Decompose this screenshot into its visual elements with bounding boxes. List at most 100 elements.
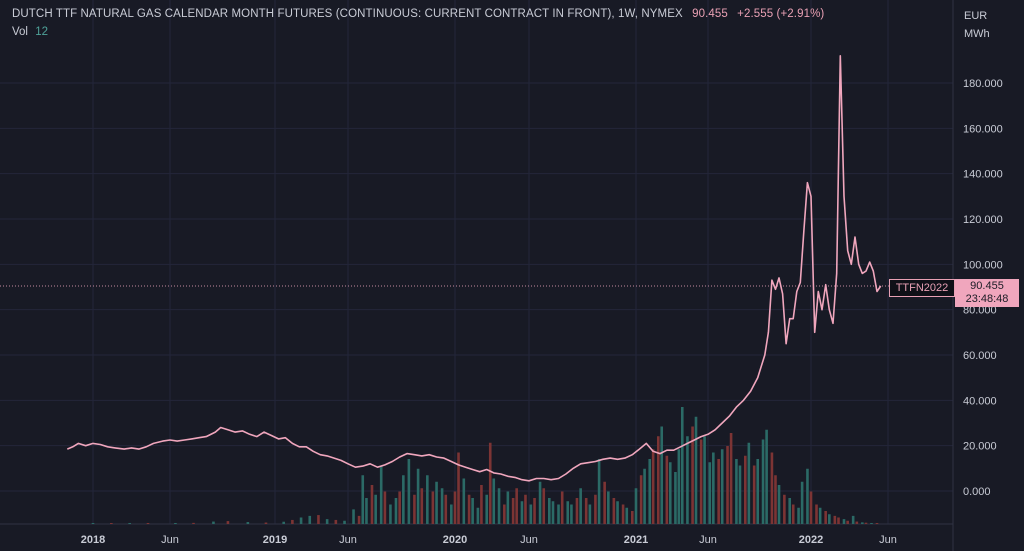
volume-bar: [282, 521, 285, 524]
volume-bar: [774, 475, 777, 524]
volume-bar: [594, 494, 597, 524]
volume-bar: [365, 498, 368, 524]
volume-bar: [317, 515, 320, 524]
volume-bar: [694, 416, 698, 524]
volume-bar: [444, 494, 448, 524]
volume-bar: [668, 462, 672, 524]
volume-bar: [756, 459, 760, 524]
y-tick-label: 180.000: [963, 78, 1003, 90]
volume-bar: [488, 442, 492, 524]
volume-bar: [597, 459, 601, 524]
y-tick-label: 40.000: [963, 395, 997, 407]
volume-bar: [665, 455, 669, 524]
volume-bar: [743, 455, 747, 524]
volume-bar: [379, 465, 383, 524]
volume-bar: [846, 520, 849, 524]
volume-bar: [588, 504, 592, 524]
volume-bar: [506, 491, 510, 524]
volume-bar: [492, 478, 496, 524]
unit-currency: EUR: [964, 10, 988, 22]
y-tick-label: 20.000: [963, 441, 997, 453]
volume-bar: [660, 426, 664, 524]
volume-bar: [726, 446, 729, 524]
volume-bar: [777, 485, 781, 524]
price-badge-countdown: 23:48:48: [965, 293, 1009, 305]
x-tick-label: 2020: [443, 534, 467, 546]
volume-bar: [520, 501, 524, 524]
volume-bar: [703, 436, 706, 524]
volume-bar: [815, 504, 818, 524]
volume-bar: [797, 507, 800, 524]
last-price: 90.455: [692, 8, 728, 20]
volume-bar: [791, 504, 795, 524]
volume-bar: [480, 485, 483, 524]
volume-bar: [299, 517, 303, 524]
volume-bar: [557, 504, 560, 524]
volume-bar: [634, 488, 638, 524]
volume-bar: [735, 459, 738, 524]
volume-bar: [524, 494, 527, 524]
y-tick-label: 0.000: [963, 486, 991, 498]
volume-bar: [806, 468, 809, 524]
volume-legend: Vol 12: [12, 26, 48, 38]
volume-bar: [861, 522, 864, 524]
volume-bar: [128, 523, 131, 524]
unit-energy: MWh: [964, 28, 990, 40]
volume-bar: [370, 485, 374, 524]
y-tick-label: 140.000: [963, 169, 1003, 181]
volume-bar: [352, 509, 355, 524]
x-tick-label: 2021: [624, 534, 648, 546]
volume-bar: [467, 494, 471, 524]
volume-bar: [712, 452, 715, 524]
volume-bar: [747, 442, 751, 524]
volume-bar: [462, 478, 466, 524]
volume-bar: [783, 494, 786, 524]
y-tick-label: 120.000: [963, 214, 1003, 226]
x-tick-label: 2019: [263, 534, 287, 546]
volume-bar: [818, 507, 822, 524]
volume-bar: [547, 498, 551, 524]
price-series-line: [66, 54, 882, 482]
volume-bar: [91, 523, 95, 524]
volume-bar: [824, 511, 827, 524]
volume-bar: [648, 459, 652, 524]
symbol-badge[interactable]: TTFN2022: [889, 279, 955, 297]
volume-bar: [828, 514, 831, 524]
volume-bar: [394, 498, 398, 524]
volume-value: 12: [35, 26, 48, 38]
volume-bar: [361, 475, 365, 524]
volume-bar: [497, 488, 501, 524]
volume-bar: [212, 521, 215, 524]
x-tick-label: Jun: [520, 534, 538, 546]
x-tick-label: Jun: [339, 534, 357, 546]
volume-bar: [416, 468, 420, 524]
volume-bar: [656, 436, 660, 524]
volume-bar: [686, 436, 689, 524]
volume-bar: [651, 449, 655, 524]
volume-bar: [246, 522, 250, 524]
volume-bar: [542, 488, 546, 524]
volume-bar: [511, 498, 515, 524]
volume-bar: [264, 522, 268, 524]
volume-bar: [643, 468, 646, 524]
volume-bar: [855, 521, 859, 524]
y-tick-label: 60.000: [963, 350, 997, 362]
volume-label: Vol: [12, 26, 28, 38]
volume-bar: [146, 523, 150, 524]
volume-bar: [174, 523, 177, 524]
volume-bar: [680, 407, 684, 524]
volume-bar: [426, 475, 429, 524]
volume-bar: [192, 522, 195, 524]
price-change: +2.555 (+2.91%): [737, 8, 825, 20]
volume-bar: [457, 452, 460, 524]
volume-bar: [631, 511, 634, 524]
volume-bar: [398, 491, 401, 524]
volume-bar: [374, 494, 377, 524]
volume-bar: [864, 522, 868, 524]
volume-bar: [570, 504, 573, 524]
price-badge[interactable]: 90.455 23:48:48: [955, 279, 1019, 307]
volume-bar: [833, 515, 837, 524]
volume-bar: [529, 504, 533, 524]
